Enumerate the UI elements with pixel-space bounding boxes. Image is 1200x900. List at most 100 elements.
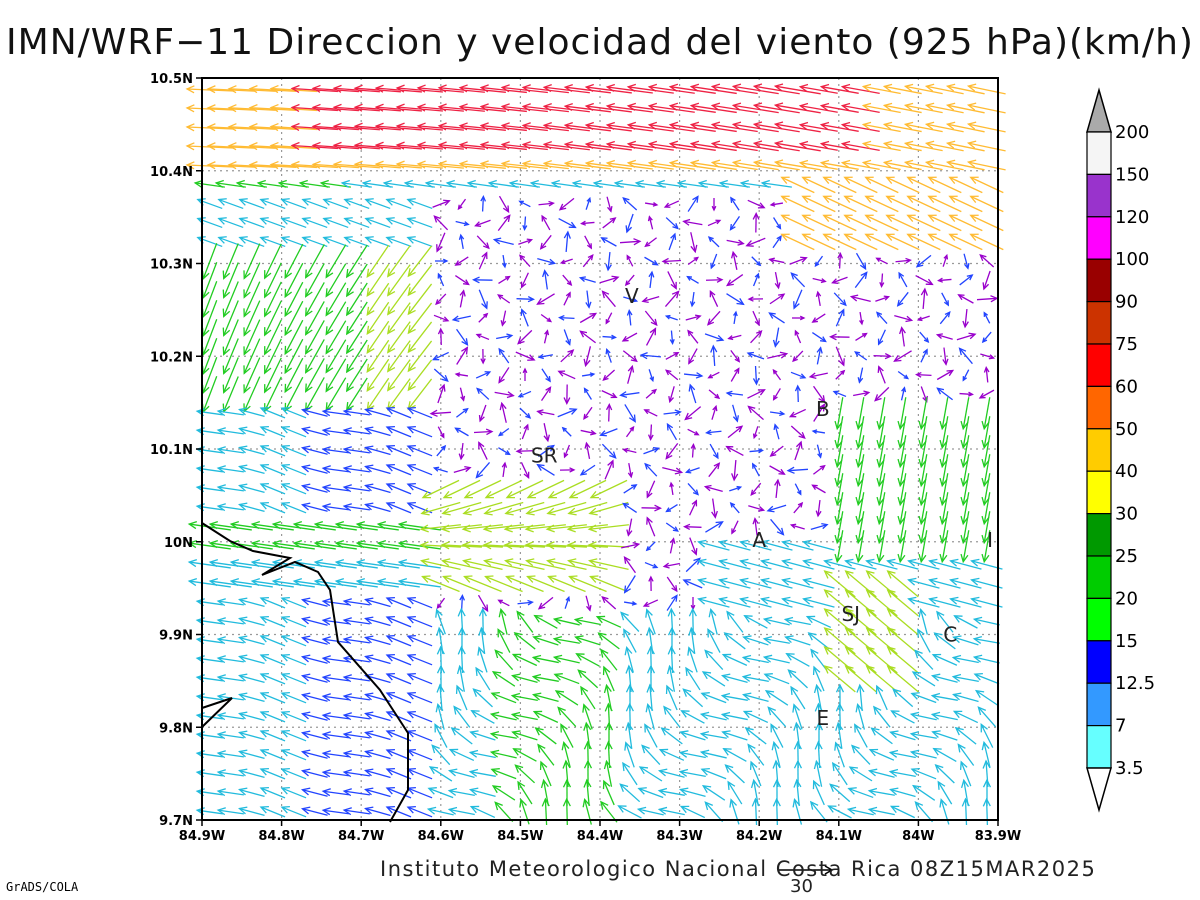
wind-arrow [364, 749, 391, 760]
wind-arrow [918, 607, 928, 635]
wind-arrow-head [695, 372, 704, 379]
wind-arrow-head [756, 261, 762, 267]
wind-arrow-head [280, 634, 290, 643]
wind-arrow [648, 575, 654, 592]
wind-arrow-shaft [743, 710, 769, 724]
wind-arrow [900, 386, 907, 401]
wind-arrow-head [961, 797, 970, 807]
wind-arrow-shaft [894, 350, 912, 362]
wind-arrow-shaft [690, 628, 696, 654]
wind-arrow-head [342, 484, 352, 493]
wind-arrow [882, 159, 922, 171]
wind-arrow-head [406, 198, 416, 206]
wind-arrow [364, 426, 391, 437]
wind-arrow-head [885, 233, 895, 242]
wind-arrow-head [710, 159, 721, 168]
wind-arrow [731, 459, 739, 482]
wind-arrow-shaft [407, 236, 433, 248]
wind-arrow-shaft [722, 695, 748, 701]
wind-arrow-shaft [646, 480, 656, 498]
wind-arrow [645, 327, 657, 346]
wind-arrow-shaft [387, 283, 411, 315]
wind-arrow [781, 558, 814, 570]
wind-arrow-shaft [665, 369, 679, 381]
colorbar-swatch [1086, 555, 1112, 600]
wind-arrow-shaft [855, 252, 867, 270]
wind-arrow [385, 425, 412, 438]
wind-arrow-shaft [260, 217, 286, 229]
wind-arrow-head [601, 290, 610, 299]
wind-arrow-head [259, 198, 269, 206]
wind-arrow [916, 315, 930, 322]
wind-arrow-head [325, 307, 334, 317]
wind-arrow [783, 616, 811, 626]
wind-arrow-shaft [284, 281, 304, 317]
wind-arrow-head [395, 122, 405, 131]
wind-arrow-shaft [773, 742, 781, 768]
wind-arrow [689, 121, 737, 133]
wind-arrow-head [630, 484, 638, 490]
wind-arrow [687, 482, 700, 496]
wind-arrow [459, 387, 466, 402]
wind-arrow-head [983, 311, 989, 317]
wind-arrow-shaft [691, 291, 695, 307]
wind-arrow-shaft [565, 231, 569, 253]
wind-arrow-head [948, 176, 958, 185]
wind-arrow [835, 346, 845, 367]
wind-arrow-head [284, 345, 293, 356]
wind-arrow [216, 712, 244, 721]
wind-arrow-shaft [627, 366, 633, 384]
wind-arrow [855, 530, 865, 564]
wind-arrow-shaft [281, 198, 307, 210]
wind-arrow-shaft [665, 443, 679, 459]
wind-arrow [284, 376, 304, 413]
wind-arrow-head [981, 534, 990, 545]
wind-arrow-shaft [733, 311, 737, 325]
wind-arrow [810, 648, 828, 671]
wind-arrow [689, 159, 737, 171]
wind-arrow-shaft [753, 426, 759, 438]
wind-arrow [798, 121, 838, 132]
wind-arrow-shaft [853, 391, 869, 397]
wind-arrow-shaft [366, 358, 390, 392]
wind-arrow [386, 302, 411, 335]
wind-arrow-head [568, 490, 578, 499]
wind-arrow [483, 501, 524, 516]
wind-arrow [682, 688, 704, 708]
wind-arrow [259, 634, 286, 647]
wind-arrow-head [626, 529, 633, 537]
wind-arrow-head [710, 121, 721, 130]
wind-arrow-head [867, 787, 878, 796]
wind-arrow [752, 140, 800, 152]
wind-arrow-shaft [523, 216, 527, 230]
wind-arrow-shaft [836, 397, 844, 429]
wind-arrow-head [876, 515, 885, 526]
wind-arrow-shaft [365, 427, 391, 437]
wind-arrow-shaft [366, 320, 390, 354]
wind-arrow-head [647, 434, 654, 441]
wind-arrow-shaft [775, 142, 821, 152]
wind-arrow-head [939, 798, 948, 808]
wind-arrow-shaft [835, 742, 845, 768]
wind-arrow-shaft [932, 654, 958, 666]
wind-arrow [437, 141, 485, 150]
wind-arrow [903, 83, 943, 95]
wind-arrow [621, 332, 638, 342]
wind-arrow [966, 159, 1006, 171]
wind-arrow-head [982, 282, 990, 291]
wind-arrow [948, 233, 983, 251]
wind-arrow [490, 692, 517, 704]
wind-arrow [447, 768, 475, 778]
wind-arrow-shaft [584, 235, 592, 249]
wind-arrow [469, 730, 496, 741]
wind-arrow-shaft [540, 234, 552, 250]
wind-arrow-head [897, 458, 906, 469]
wind-arrow-shaft [824, 589, 856, 617]
wind-arrow-shaft [239, 446, 265, 456]
wind-arrow [983, 366, 990, 383]
wind-arrow [437, 122, 485, 131]
wind-arrow-shaft [455, 274, 469, 286]
wind-arrow-head [754, 272, 760, 279]
wind-arrow [918, 397, 928, 431]
wind-arrow-head [455, 684, 464, 695]
